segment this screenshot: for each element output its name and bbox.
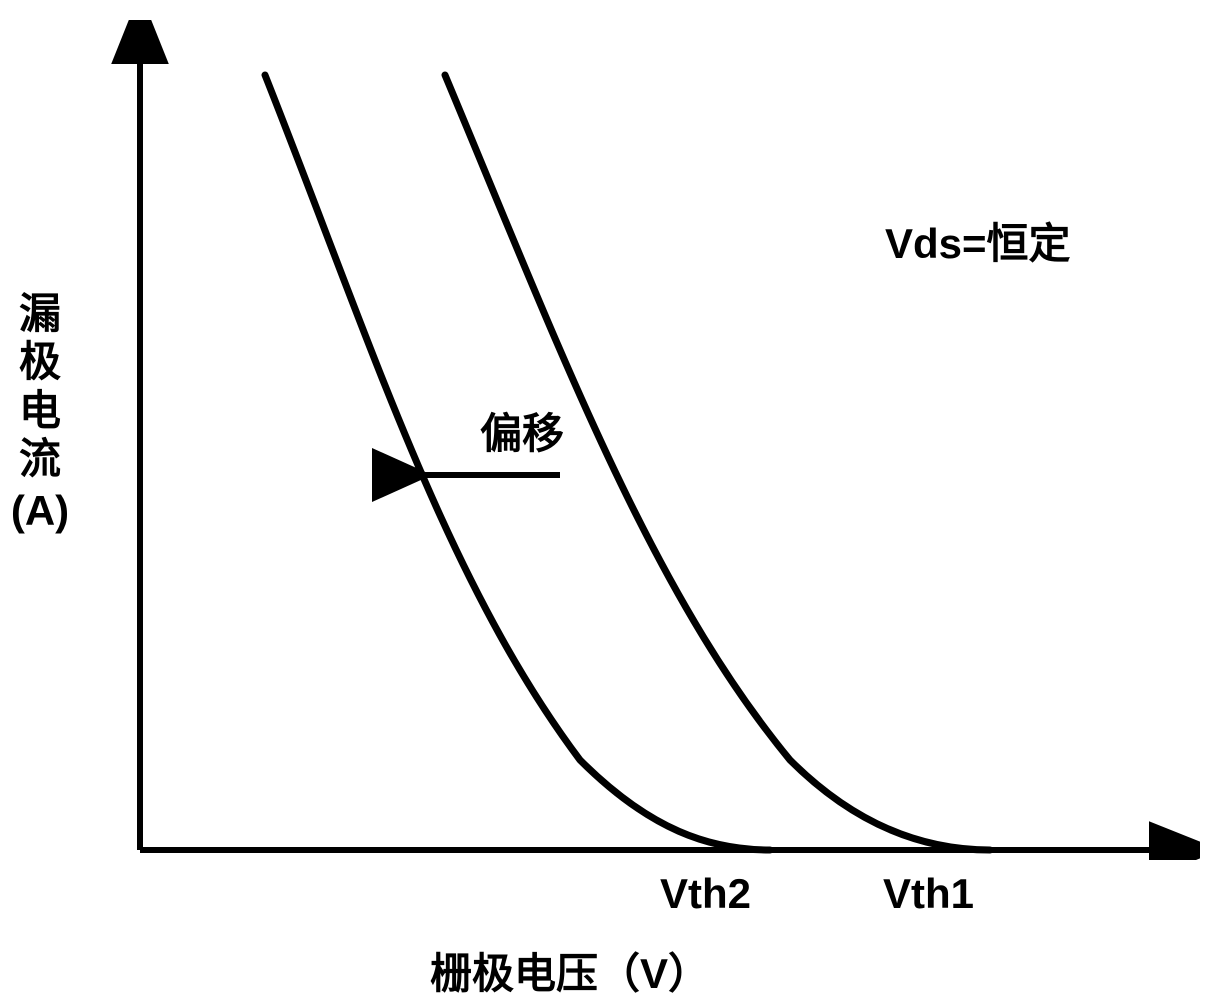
curve-vth2 (265, 75, 770, 850)
x-tick-vth2: Vth2 (660, 870, 751, 918)
shift-annotation: 偏移 (480, 400, 564, 461)
y-axis-label-char-3: 电 (0, 387, 80, 435)
x-axis-label: 栅极电压（V） (430, 940, 710, 1001)
vds-annotation: Vds=恒定 (885, 210, 1071, 271)
plot-svg (90, 20, 1200, 860)
y-axis-label-unit: (A) (0, 487, 80, 535)
y-axis-label-char-2: 极 (0, 338, 80, 386)
y-axis-label-char-1: 漏 (0, 290, 80, 338)
curve-vth1 (445, 75, 990, 850)
y-axis-label-char-4: 流 (0, 435, 80, 483)
y-axis-label: 漏 极 电 流 (A) (0, 290, 80, 535)
chart-container: 漏 极 电 流 (A) 偏移 Vds=恒定 Vth2 Vth1 栅极电压（V） (0, 0, 1228, 997)
x-tick-vth1: Vth1 (883, 870, 974, 918)
